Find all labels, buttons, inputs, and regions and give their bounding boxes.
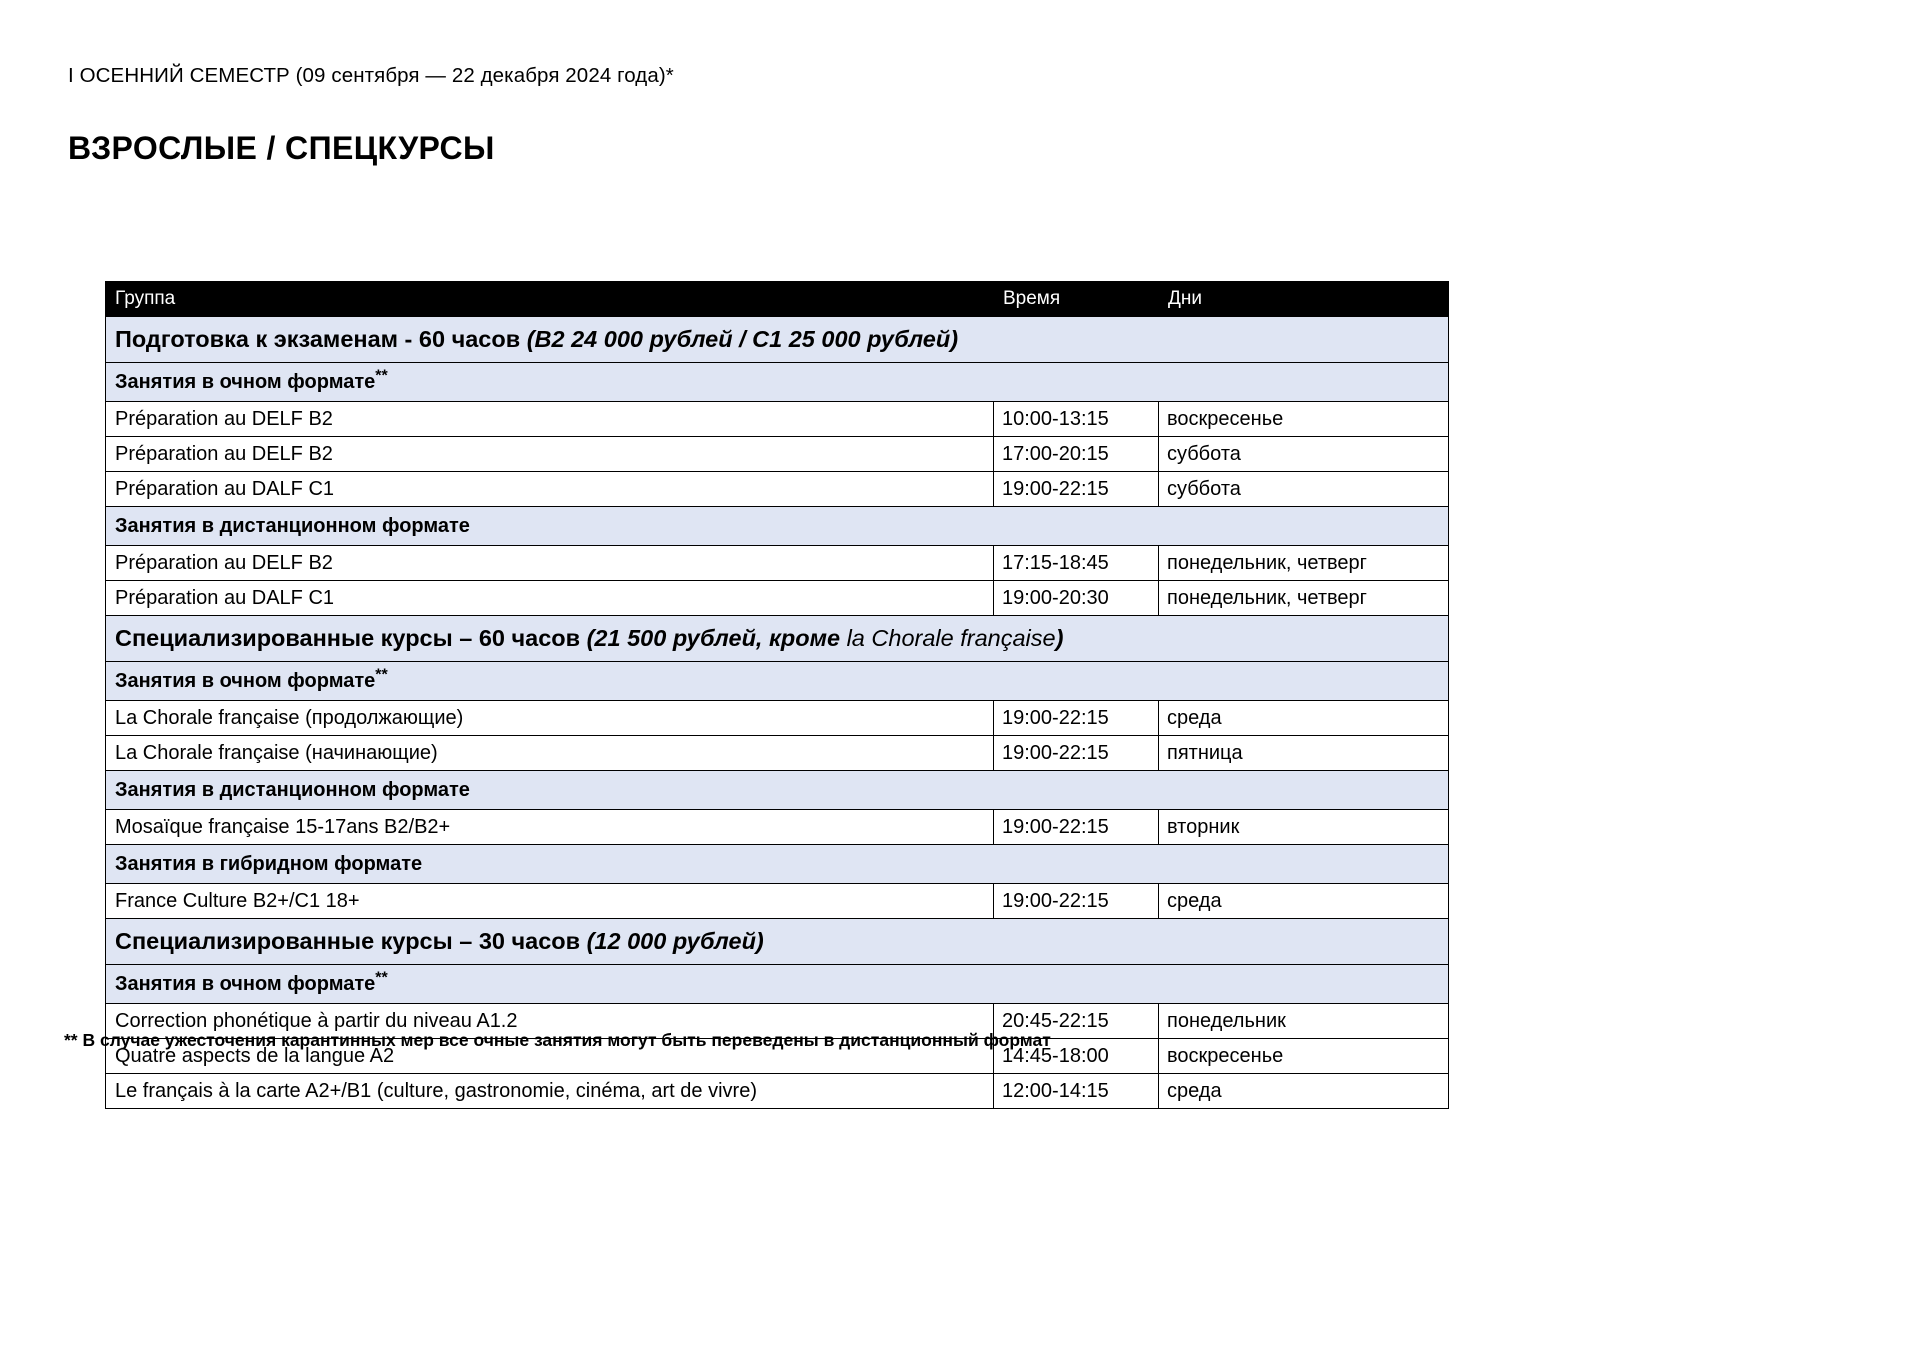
section-header-cell: Специализированные курсы – 60 часов (21 … — [105, 615, 1449, 662]
cell-group-name: Préparation au DALF C1 — [105, 471, 994, 507]
cell-days: среда — [1158, 700, 1449, 736]
section-header-cell: Специализированные курсы – 30 часов (12 … — [105, 918, 1449, 965]
table-head: Группа Время Дни — [105, 281, 1449, 317]
table-row: Préparation au DELF B2 17:00-20:15 суббота — [105, 436, 1449, 472]
section-title: Специализированные курсы – 30 часов — [115, 928, 587, 954]
cell-group-name: Quatre aspects de la langue A2 — [105, 1038, 994, 1074]
cell-time: 19:00-22:15 — [993, 883, 1159, 919]
cell-days: понедельник — [1158, 1003, 1449, 1039]
section-header-row: Специализированные курсы – 60 часов (21 … — [105, 615, 1449, 662]
section-price-course-name: la Chorale française — [846, 625, 1056, 651]
table-row: Mosaïque française 15-17ans B2/B2+ 19:00-… — [105, 809, 1449, 845]
subsection-header-row: Занятия в гибридном формате — [105, 844, 1449, 884]
cell-days: понедельник, четверг — [1158, 580, 1449, 616]
cell-time: 12:00-14:15 — [993, 1073, 1159, 1109]
section-title: Специализированные курсы – 60 часов — [115, 625, 587, 651]
table-header-row: Группа Время Дни — [105, 281, 1449, 317]
cell-group-name: Préparation au DELF B2 — [105, 401, 994, 437]
cell-days: суббота — [1158, 436, 1449, 472]
table-row: Le français à la carte A2+/B1 (culture, … — [105, 1073, 1449, 1109]
cell-days: вторник — [1158, 809, 1449, 845]
semester-heading: I ОСЕННИЙ СЕМЕСТР (09 сентября — 22 дека… — [68, 64, 674, 87]
cell-days: пятница — [1158, 735, 1449, 771]
cell-time: 17:00-20:15 — [993, 436, 1159, 472]
footnote-marker: ** — [375, 666, 388, 684]
subsection-header-cell: Занятия в гибридном формате — [105, 844, 1449, 884]
section-header-cell: Подготовка к экзаменам - 60 часов (B2 24… — [105, 316, 1449, 363]
table-row: Préparation au DALF C1 19:00-20:30 понедел… — [105, 580, 1449, 616]
cell-days: суббота — [1158, 471, 1449, 507]
subsection-header-row: Занятия в дистанционном формате — [105, 506, 1449, 546]
footnote: ** В случае ужесточения карантинных мер … — [64, 1030, 1051, 1050]
table-body: Подготовка к экзаменам - 60 часов (B2 24… — [105, 316, 1449, 1109]
subsection-header-cell: Занятия в дистанционном формате — [105, 770, 1449, 810]
section-title: Подготовка к экзаменам - 60 часов — [115, 326, 527, 352]
cell-time: 19:00-22:15 — [993, 809, 1159, 845]
cell-group-name: La Chorale française (продолжающие) — [105, 700, 994, 736]
cell-group-name: Préparation au DELF B2 — [105, 436, 994, 472]
cell-group-name: Préparation au DELF B2 — [105, 545, 994, 581]
cell-time: 10:00-13:15 — [993, 401, 1159, 437]
cell-days: воскресенье — [1158, 1038, 1449, 1074]
column-header-time: Время — [993, 281, 1159, 317]
subsection-label: Занятия в дистанционном формате — [115, 515, 470, 537]
cell-days: воскресенье — [1158, 401, 1449, 437]
column-header-group: Группа — [105, 281, 994, 317]
cell-group-name: La Chorale française (начинающие) — [105, 735, 994, 771]
table-row: La Chorale française (начинающие) 19:00-2… — [105, 735, 1449, 771]
section-price: (12 000 рублей) — [586, 928, 764, 954]
cell-group-name: Préparation au DALF C1 — [105, 580, 994, 616]
footnote-marker: ** — [375, 367, 388, 385]
cell-time: 19:00-20:30 — [993, 580, 1159, 616]
cell-days: среда — [1158, 883, 1449, 919]
cell-group-name: France Culture B2+/C1 18+ — [105, 883, 994, 919]
cell-time: 19:00-22:15 — [993, 471, 1159, 507]
table-row: Préparation au DELF B2 10:00-13:15 воскрес… — [105, 401, 1449, 437]
subsection-header-cell: Занятия в очном формате** — [105, 964, 1449, 1004]
section-price: (B2 24 000 рублей / C1 25 000 рублей) — [526, 326, 959, 352]
table-row: Préparation au DELF B2 17:15-18:45 понедел… — [105, 545, 1449, 581]
section-price-tail: ) — [1055, 625, 1064, 651]
subsection-header-row: Занятия в очном формате** — [105, 964, 1449, 1004]
subsection-label: Занятия в дистанционном формате — [115, 779, 470, 801]
subsection-header-cell: Занятия в дистанционном формате — [105, 506, 1449, 546]
page-title: ВЗРОСЛЫЕ / СПЕЦКУРСЫ — [68, 130, 495, 166]
cell-time: 19:00-22:15 — [993, 700, 1159, 736]
subsection-header-row: Занятия в очном формате** — [105, 362, 1449, 402]
subsection-label: Занятия в очном формате — [115, 973, 376, 995]
cell-days: среда — [1158, 1073, 1449, 1109]
cell-time: 17:15-18:45 — [993, 545, 1159, 581]
table-row: Préparation au DALF C1 19:00-22:15 суббота — [105, 471, 1449, 507]
column-header-days: Дни — [1158, 281, 1449, 317]
cell-group-name: Le français à la carte A2+/B1 (culture, … — [105, 1073, 994, 1109]
table-row: La Chorale française (продолжающие) 19:00… — [105, 700, 1449, 736]
subsection-header-cell: Занятия в очном формате** — [105, 362, 1449, 402]
cell-time: 14:45-18:00 — [993, 1038, 1159, 1074]
schedule-table: Группа Время Дни Подготовка к экзаменам … — [105, 281, 1449, 1109]
table-row: France Culture B2+/C1 18+ 19:00-22:15 сред… — [105, 883, 1449, 919]
subsection-label: Занятия в очном формате — [115, 371, 376, 393]
table-row: Quatre aspects de la langue A2 14:45-18:0… — [105, 1038, 1449, 1074]
table-row: Correction phonétique à partir du niveau… — [105, 1003, 1449, 1039]
section-header-row: Подготовка к экзаменам - 60 часов (B2 24… — [105, 316, 1449, 363]
footnote-marker: ** — [375, 969, 388, 987]
subsection-header-cell: Занятия в очном формате** — [105, 661, 1449, 701]
cell-days: понедельник, четверг — [1158, 545, 1449, 581]
subsection-header-row: Занятия в дистанционном формате — [105, 770, 1449, 810]
cell-group-name: Mosaïque française 15-17ans B2/B2+ — [105, 809, 994, 845]
section-price: (21 500 рублей, кроме — [586, 625, 847, 651]
subsection-label: Занятия в очном формате — [115, 670, 376, 692]
cell-time: 19:00-22:15 — [993, 735, 1159, 771]
subsection-label: Занятия в гибридном формате — [115, 853, 423, 875]
cell-group-name: Correction phonétique à partir du niveau… — [105, 1003, 994, 1039]
subsection-header-row: Занятия в очном формате** — [105, 661, 1449, 701]
section-header-row: Специализированные курсы – 30 часов (12 … — [105, 918, 1449, 965]
